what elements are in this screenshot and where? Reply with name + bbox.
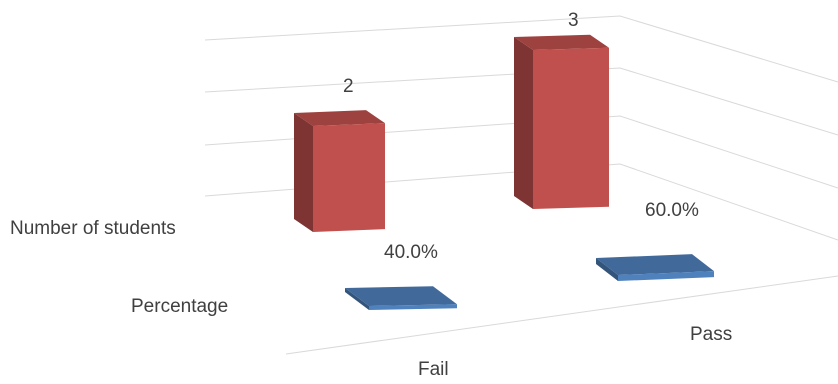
bar-top-face xyxy=(345,286,457,306)
bar-students-pass xyxy=(514,34,609,209)
bar-side-face xyxy=(596,258,618,281)
bar-students-fail xyxy=(294,110,385,232)
bar-top-face xyxy=(294,110,385,126)
data-label-students-pass: 3 xyxy=(568,10,579,31)
gridline xyxy=(204,67,838,136)
bar-front-face xyxy=(533,47,609,209)
bar-front-face xyxy=(313,123,385,232)
category-label-pass: Pass xyxy=(690,324,732,345)
gridline xyxy=(204,15,838,83)
data-label-students-fail: 2 xyxy=(343,76,354,97)
data-label-percentage-pass: 60.0% xyxy=(645,200,699,221)
data-label-percentage-fail: 40.0% xyxy=(384,242,438,263)
bar-percentage-fail xyxy=(345,286,457,310)
bar-percentage-pass xyxy=(596,254,714,281)
bar-top-face xyxy=(596,254,714,275)
bar-front-face xyxy=(618,271,714,281)
bar-side-face xyxy=(514,37,533,209)
series-label-percentage: Percentage xyxy=(131,296,228,317)
bar-side-face xyxy=(345,288,369,310)
floor-edge xyxy=(285,275,838,355)
bars xyxy=(294,34,714,310)
bar-top-face xyxy=(514,34,609,50)
category-label-fail: Fail xyxy=(418,359,449,380)
bar-side-face xyxy=(294,113,313,232)
bar-front-face xyxy=(369,304,457,310)
series-label-number-of-students: Number of students xyxy=(10,218,176,239)
